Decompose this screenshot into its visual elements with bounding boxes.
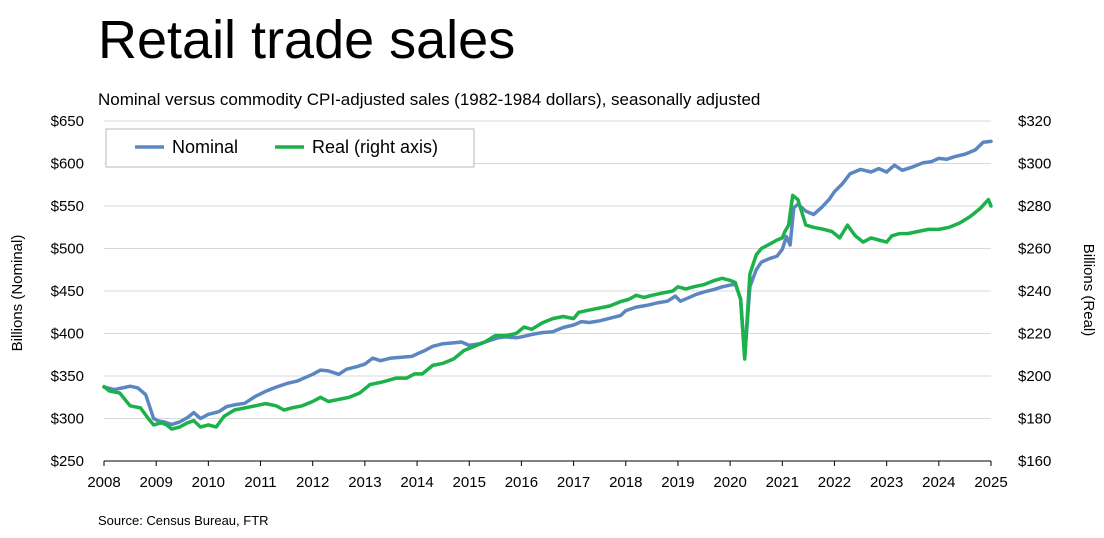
x-tick-label: 2017 <box>557 474 590 491</box>
x-tick-label: 2015 <box>453 474 486 491</box>
x-tick-label: 2013 <box>348 474 381 491</box>
right-tick-label: $260 <box>1018 241 1051 258</box>
legend-label-nominal: Nominal <box>172 137 238 157</box>
right-tick-label: $280 <box>1018 198 1051 215</box>
left-tick-label: $600 <box>51 156 84 173</box>
series-lines <box>102 139 993 431</box>
left-tick-label: $250 <box>51 453 84 470</box>
x-tick-label: 2024 <box>922 474 955 491</box>
left-tick-label: $400 <box>51 326 84 343</box>
series-line-real <box>102 193 993 431</box>
chart-subtitle: Nominal versus commodity CPI-adjusted sa… <box>98 90 761 109</box>
x-tick-label: 2020 <box>713 474 746 491</box>
x-axis-ticks: 2008 2009 2010 2011 2012 2013 2014 2015 2016 2017… <box>87 461 1008 491</box>
x-tick-label: 2011 <box>244 474 276 491</box>
left-tick-label: $650 <box>51 113 84 130</box>
left-tick-label: $450 <box>51 283 84 300</box>
right-tick-label: $200 <box>1018 368 1051 385</box>
x-tick-label: 2025 <box>974 474 1007 491</box>
left-tick-label: $550 <box>51 198 84 215</box>
right-tick-label: $300 <box>1018 156 1051 173</box>
legend-label-real: Real (right axis) <box>312 137 438 157</box>
x-tick-label: 2014 <box>400 474 433 491</box>
right-tick-label: $240 <box>1018 283 1051 300</box>
x-tick-label: 2008 <box>87 474 120 491</box>
legend: Nominal Real (right axis) <box>105 128 475 168</box>
source-note: Source: Census Bureau, FTR <box>98 513 269 528</box>
right-tick-label: $180 <box>1018 411 1051 428</box>
left-tick-label: $500 <box>51 241 84 258</box>
x-tick-label: 2010 <box>192 474 225 491</box>
x-tick-label: 2021 <box>766 474 799 491</box>
x-tick-label: 2023 <box>870 474 903 491</box>
left-axis-ticks: $250 $300 $350 $400 $450 $500 $550 $600 $650 <box>51 113 84 470</box>
right-tick-label: $320 <box>1018 113 1051 130</box>
chart-title: Retail trade sales <box>98 10 516 70</box>
x-tick-label: 2009 <box>139 474 172 491</box>
x-tick-label: 2019 <box>661 474 694 491</box>
right-axis-ticks: $160 $180 $200 $220 $240 $260 $280 $300 $320 <box>1018 113 1051 470</box>
series-line-nominal <box>102 139 993 427</box>
x-tick-label: 2018 <box>609 474 642 491</box>
x-tick-label: 2022 <box>818 474 851 491</box>
left-axis-title: Billions (Nominal) <box>9 235 26 352</box>
left-tick-label: $300 <box>51 411 84 428</box>
x-tick-label: 2012 <box>296 474 329 491</box>
x-tick-label: 2016 <box>505 474 538 491</box>
right-axis-title: Billions (Real) <box>1080 244 1097 337</box>
left-tick-label: $350 <box>51 368 84 385</box>
right-tick-label: $220 <box>1018 326 1051 343</box>
right-tick-label: $160 <box>1018 453 1051 470</box>
